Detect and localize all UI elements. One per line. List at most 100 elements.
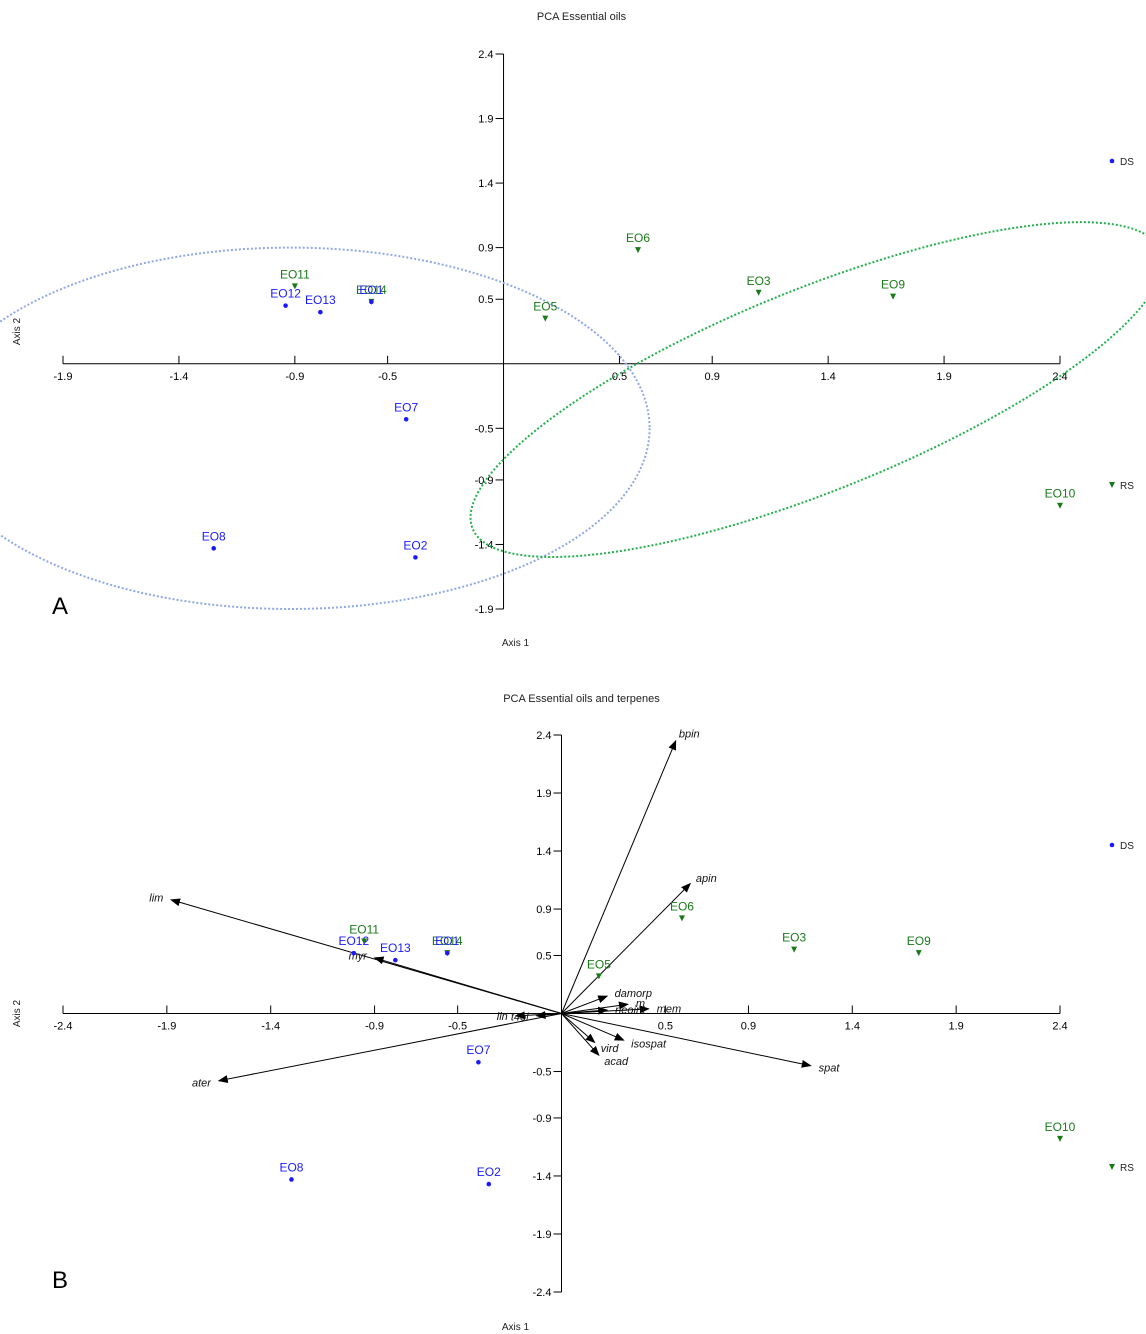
x-tick-label: 1.4 (845, 1021, 860, 1033)
loading-vector-myr (373, 956, 562, 1014)
loading-vector-damorp (561, 995, 609, 1014)
loading-vector-t4ol (535, 1011, 562, 1019)
x-tick-label: 0.5 (658, 1021, 673, 1033)
point-marker-eo3 (755, 289, 762, 296)
point-marker-eo6 (635, 247, 642, 254)
point-marker-eo3 (791, 946, 798, 953)
point-marker-eo5 (595, 973, 602, 980)
point-marker-eo10 (1057, 502, 1063, 509)
vector-label: lin (497, 1011, 508, 1023)
point-label: EO11 (280, 267, 310, 281)
loading-vector-acad (561, 1013, 600, 1057)
y-tick-label: -0.5 (533, 1067, 552, 1079)
point-label: EO10 (1045, 1120, 1076, 1134)
y-axis-label: Axis 2 (12, 999, 23, 1027)
legend-marker-rs (1109, 1164, 1115, 1170)
x-tick-label: 0.5 (612, 371, 627, 383)
y-tick-label: -0.9 (533, 1113, 552, 1125)
legend-marker-rs (1109, 482, 1115, 488)
x-tick-label: -0.5 (378, 371, 397, 383)
group-ellipse-ds (0, 246, 651, 610)
x-tick-label: 0.9 (705, 371, 720, 383)
point-label: EO3 (782, 931, 806, 945)
point-marker-eo13 (318, 309, 323, 315)
vector-label: spat (819, 1062, 841, 1074)
point-label: EO13 (305, 293, 336, 307)
x-tick-label: -0.9 (285, 371, 304, 383)
point-label: EO7 (466, 1043, 490, 1057)
loading-vector-bpin (561, 739, 677, 1014)
y-tick-label: 1.4 (478, 178, 493, 190)
point-label: EO11 (349, 923, 379, 937)
x-tick-label: 1.9 (948, 1021, 963, 1033)
loading-vector-ater (217, 1013, 562, 1083)
x-tick-label: 1.9 (936, 371, 951, 383)
point-label: EO2 (403, 538, 427, 552)
point-label: EO1 (435, 934, 459, 948)
legend-label: DS (1120, 157, 1134, 168)
point-marker-eo13 (393, 957, 398, 963)
point-label: EO5 (533, 300, 557, 314)
loading-vector-neoint (561, 1006, 609, 1015)
x-tick-label: 0.9 (741, 1021, 756, 1033)
point-marker-eo11 (291, 283, 298, 290)
x-tick-label: 1.4 (820, 371, 835, 383)
point-label: EO7 (394, 400, 418, 414)
chart-title: PCA Essential oils and terpenes (503, 693, 660, 705)
vector-label: neoint (615, 1004, 646, 1016)
vector-label: m (636, 998, 645, 1010)
legend-label: RS (1120, 1163, 1134, 1174)
y-tick-label: 0.9 (536, 904, 551, 916)
loading-vector-spat (561, 1013, 812, 1068)
point-marker-eo8 (211, 546, 217, 551)
point-label: EO8 (202, 529, 226, 543)
y-tick-label: -0.5 (475, 423, 494, 435)
panel-letter: B (52, 1267, 68, 1294)
loading-vector-apin (561, 882, 691, 1014)
legend-label: RS (1120, 481, 1134, 492)
vector-label: apin (696, 873, 717, 885)
point-label: EO6 (670, 899, 694, 913)
legend-marker-ds (1109, 158, 1115, 164)
x-axis-label: Axis 1 (502, 638, 530, 649)
point-label: EO14 (432, 934, 463, 948)
vector-label: damorp (615, 988, 652, 1000)
point-marker-eo1 (444, 950, 450, 956)
point-label: EO5 (587, 957, 611, 971)
y-tick-label: -1.4 (533, 1171, 552, 1183)
y-tick-label: 0.5 (478, 294, 493, 306)
point-marker-eo11 (361, 938, 368, 945)
point-label: EO8 (279, 1160, 303, 1174)
y-tick-label: -1.9 (475, 604, 494, 616)
vector-label: isospat (631, 1038, 667, 1050)
y-tick-label: -2.4 (533, 1287, 552, 1299)
loading-vector-m (561, 1001, 629, 1014)
pca-panel-b: PCA Essential oils and terpenes -2.4 -1.9 -… (12, 693, 1134, 1333)
y-tick-label: 0.9 (478, 243, 493, 255)
point-marker-eo9 (890, 293, 897, 300)
vector-label: lim (149, 893, 163, 905)
legend-label: DS (1120, 841, 1134, 852)
x-tick-label: -1.4 (261, 1021, 280, 1033)
point-marker-eo7 (403, 416, 409, 422)
vector-label: ater (192, 1077, 212, 1089)
loading-vector-vird (561, 1013, 596, 1044)
point-marker-eo12 (283, 303, 288, 308)
vector-label: t4ol (511, 1012, 529, 1024)
point-marker-eo5 (542, 315, 549, 322)
x-axis-label: Axis 1 (502, 1322, 530, 1333)
vector-label: acad (604, 1056, 629, 1068)
y-tick-label: 2.4 (478, 49, 493, 61)
point-label: EO6 (626, 231, 650, 245)
point-marker-eo1 (369, 299, 374, 305)
pca-panel-a: PCA Essential oils -1.9 -1.4 -0.9 -0.5 0.5 0.9… (0, 11, 1146, 649)
point-marker-eo8 (289, 1177, 294, 1182)
y-tick-label: 2.4 (536, 730, 551, 742)
y-tick-label: 1.9 (478, 114, 493, 126)
point-label: EO1 (359, 283, 383, 297)
y-tick-label: -1.4 (475, 539, 494, 551)
point-marker-eo12 (351, 950, 357, 956)
loading-vector-isospat (561, 1013, 625, 1041)
chart-title: PCA Essential oils (537, 11, 627, 23)
